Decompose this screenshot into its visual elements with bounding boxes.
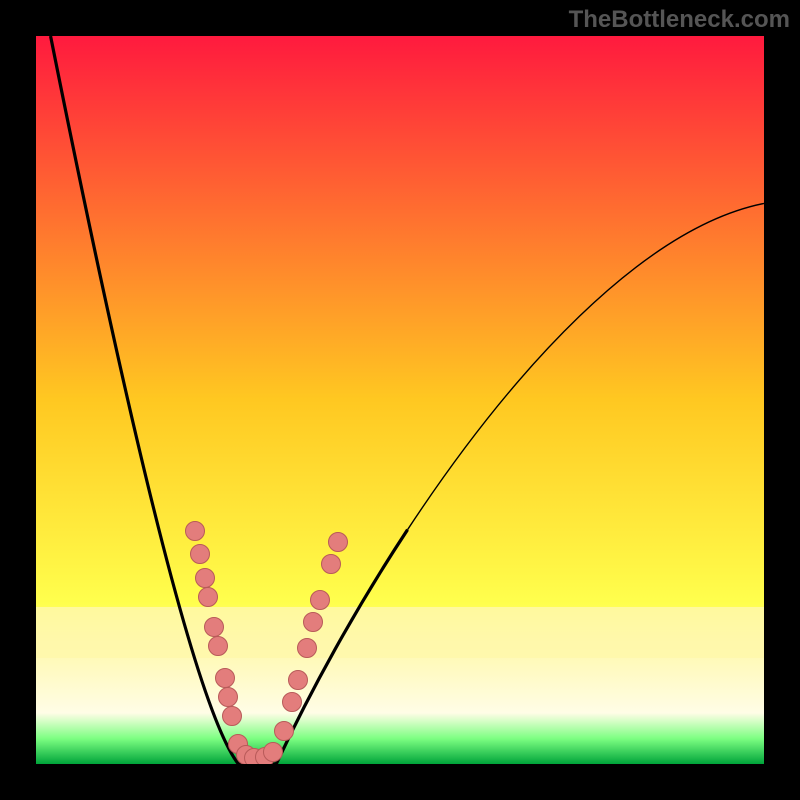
- data-point-dot: [303, 612, 323, 632]
- data-point-dot: [185, 521, 205, 541]
- dot-layer: [36, 36, 764, 764]
- data-point-dot: [274, 721, 294, 741]
- data-point-dot: [263, 742, 283, 762]
- data-point-dot: [218, 687, 238, 707]
- data-point-dot: [204, 617, 224, 637]
- data-point-dot: [310, 590, 330, 610]
- data-point-dot: [198, 587, 218, 607]
- data-point-dot: [208, 636, 228, 656]
- data-point-dot: [190, 544, 210, 564]
- data-point-dot: [195, 568, 215, 588]
- data-point-dot: [328, 532, 348, 552]
- watermark-text: TheBottleneck.com: [569, 6, 790, 34]
- data-point-dot: [321, 554, 341, 574]
- data-point-dot: [215, 668, 235, 688]
- data-point-dot: [297, 638, 317, 658]
- data-point-dot: [282, 692, 302, 712]
- data-point-dot: [288, 670, 308, 690]
- data-point-dot: [222, 706, 242, 726]
- chart-plot-area: [36, 36, 764, 764]
